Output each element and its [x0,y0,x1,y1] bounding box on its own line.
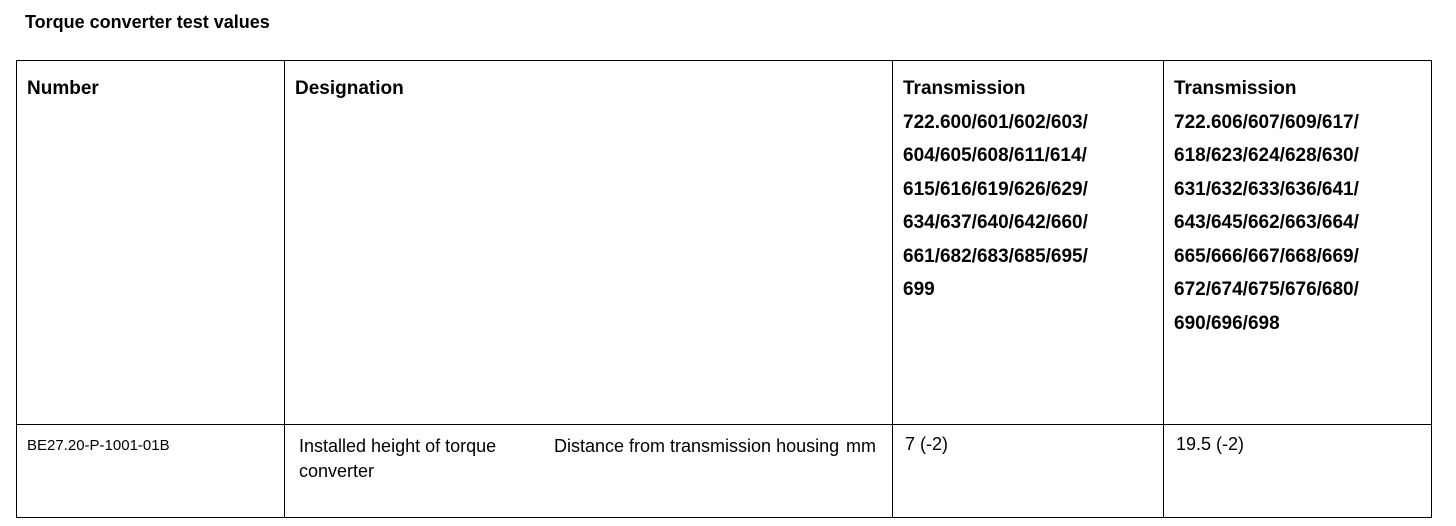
header-line: 661/682/683/685/695/ [903,245,1088,267]
header-line: 722.600/601/602/603/ [903,111,1088,133]
cell-value-1: 7 (-2) [892,424,1164,518]
header-transmission-group-2: Transmission 722.606/607/609/617/618/623/… [1163,60,1432,425]
header-line: 699 [903,279,935,300]
header-line: 665/666/667/668/669/ [1174,245,1359,267]
header-line: 722.606/607/609/617/ [1174,111,1359,133]
unit: mm [846,436,876,456]
table-header-row: Number Designation Transmission 722.600/6… [16,60,1432,425]
designation-detail: Distance from transmission housing [554,436,840,456]
header-line: 631/632/633/636/641/ [1174,178,1359,200]
designation-text: Installed height of torque converter [299,436,497,481]
header-line: Transmission [903,78,1026,99]
header-line: 618/623/624/628/630/ [1174,145,1359,166]
header-transmission-group-1: Transmission 722.600/601/602/603/604/605/… [892,60,1164,425]
test-values-table: Number Designation Transmission 722.600/6… [16,60,1432,518]
header-number: Number [16,60,285,425]
header-line: 634/637/640/642/660/ [903,212,1088,233]
table-row: BE27.20-P-1001-01B Installed height of t… [16,424,1432,518]
header-line: Transmission [1174,78,1297,99]
header-line: 604/605/608/611/614/ [903,145,1087,166]
cell-value-2: 19.5 (-2) [1163,424,1432,518]
cell-designation: Installed height of torque converter Dis… [284,424,893,518]
document-title: Torque converter test values [25,12,270,32]
header-line: 615/616/619/626/629/ [903,178,1088,200]
header-designation: Designation [284,60,893,425]
header-line: 643/645/662/663/664/ [1174,212,1359,233]
header-line: 672/674/675/676/680/ [1174,279,1359,300]
cell-number: BE27.20-P-1001-01B [16,424,285,518]
header-line: 690/696/698 [1174,312,1280,334]
